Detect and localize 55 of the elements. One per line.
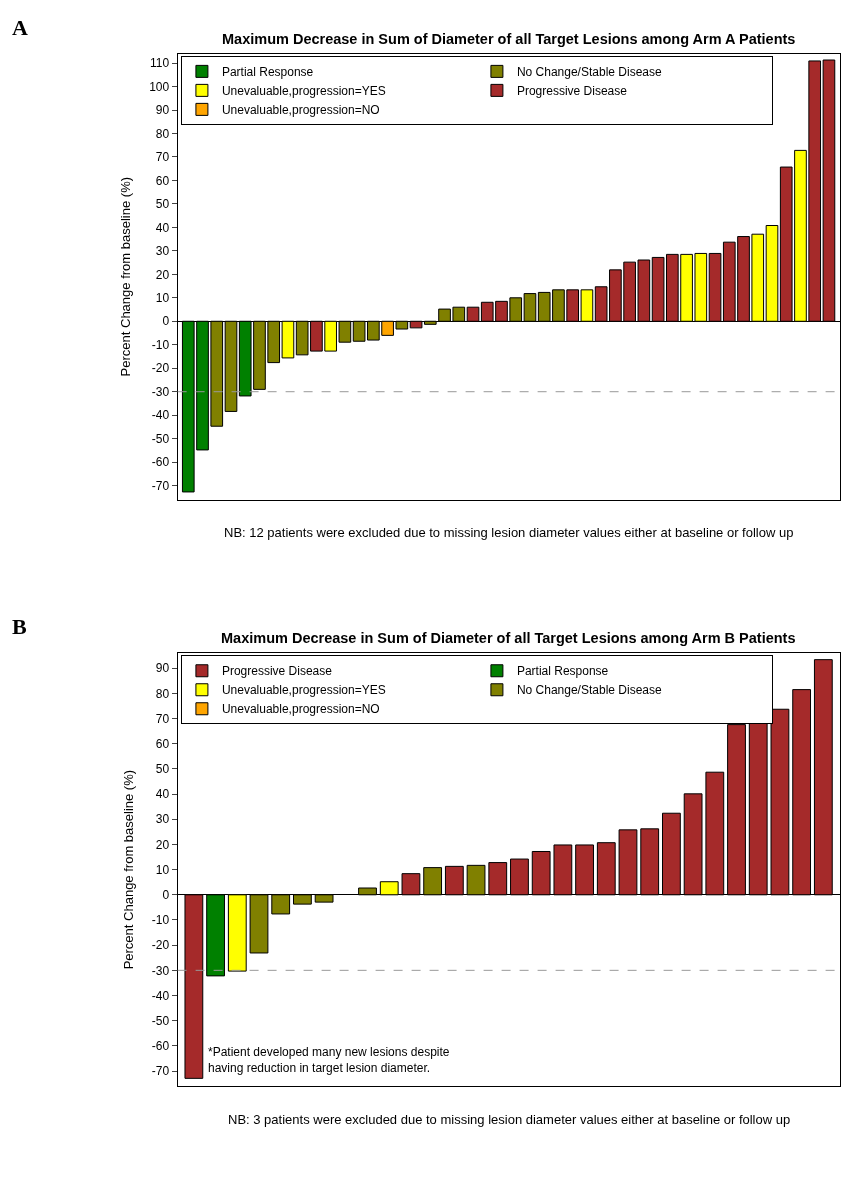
y-tick-label: -60 xyxy=(151,1039,170,1054)
legend-label: Progressive Disease xyxy=(221,664,333,679)
y-tick-label: 10 xyxy=(155,291,170,306)
legend-label: Unevaluable,progression=NO xyxy=(221,702,380,717)
y-tick-label: 20 xyxy=(155,267,170,282)
y-tick-label: 70 xyxy=(155,150,170,165)
y-tick-label: 90 xyxy=(155,103,170,118)
legend-label: Unevaluable,progression=NO xyxy=(221,103,380,118)
y-tick-label: 10 xyxy=(155,862,170,877)
y-tick-label: 50 xyxy=(155,197,170,212)
y-tick-label: 70 xyxy=(155,711,170,726)
y-tick-label: -50 xyxy=(151,1013,170,1028)
legend-label: Progressive Disease xyxy=(516,84,628,99)
y-tick-label: -70 xyxy=(151,478,170,493)
y-tick-label: -20 xyxy=(151,938,170,953)
y-tick-label: -10 xyxy=(151,913,170,928)
legend-label: Unevaluable,progression=YES xyxy=(221,84,386,99)
y-axis-title: Percent Change from baseline (%) xyxy=(118,176,134,377)
y-tick-label: 0 xyxy=(162,314,170,329)
y-tick-label: 60 xyxy=(155,736,170,751)
y-tick-label: 80 xyxy=(155,126,170,141)
legend-label: Partial Response xyxy=(516,664,609,679)
y-tick-label: 40 xyxy=(155,787,170,802)
chart-title: Maximum Decrease in Sum of Diameter of all Target Lesions among Arm A Patients xyxy=(222,31,796,47)
y-tick-label: 110 xyxy=(150,56,170,71)
y-tick-label: 90 xyxy=(155,661,170,676)
y-tick-label: -70 xyxy=(151,1064,170,1079)
y-tick-label: -40 xyxy=(151,408,170,423)
legend-label: No Change/Stable Disease xyxy=(516,65,662,80)
y-tick-label: 30 xyxy=(155,244,170,259)
y-tick-label: -50 xyxy=(151,431,170,446)
legend-label: Unevaluable,progression=YES xyxy=(221,683,386,698)
y-tick-label: 100 xyxy=(149,79,170,94)
y-tick-label: 50 xyxy=(155,762,170,777)
y-tick-label: -40 xyxy=(151,988,170,1003)
annotation: *Patient developed many new lesions despite having reduction in target lesion diameter. xyxy=(208,1045,450,1075)
y-tick-label: -30 xyxy=(151,384,170,399)
y-tick-label: -10 xyxy=(151,337,170,352)
y-tick-label: 30 xyxy=(155,812,170,827)
y-tick-label: 80 xyxy=(155,686,170,701)
y-tick-label: -20 xyxy=(151,361,170,376)
y-tick-label: 20 xyxy=(155,837,170,852)
legend-label: No Change/Stable Disease xyxy=(516,683,662,698)
text: NB: 3 patients were excluded due to missing lesion diameter values either at baseline or follow up xyxy=(228,1112,791,1127)
chart-title: Maximum Decrease in Sum of Diameter of all Target Lesions among Arm B Patients xyxy=(221,630,796,646)
y-axis-title: Percent Change from baseline (%) xyxy=(120,769,136,970)
y-tick-label: -60 xyxy=(151,455,170,470)
y-tick-label: -30 xyxy=(151,963,170,978)
text: NB: 12 patients were excluded due to missing lesion diameter values either at baseline or follow up xyxy=(224,525,794,540)
y-tick-label: 60 xyxy=(155,173,170,188)
y-tick-label: 0 xyxy=(162,888,170,903)
text: B xyxy=(12,614,27,639)
y-tick-label: 40 xyxy=(155,220,170,235)
text: A xyxy=(12,15,28,40)
legend-label: Partial Response xyxy=(221,65,314,80)
